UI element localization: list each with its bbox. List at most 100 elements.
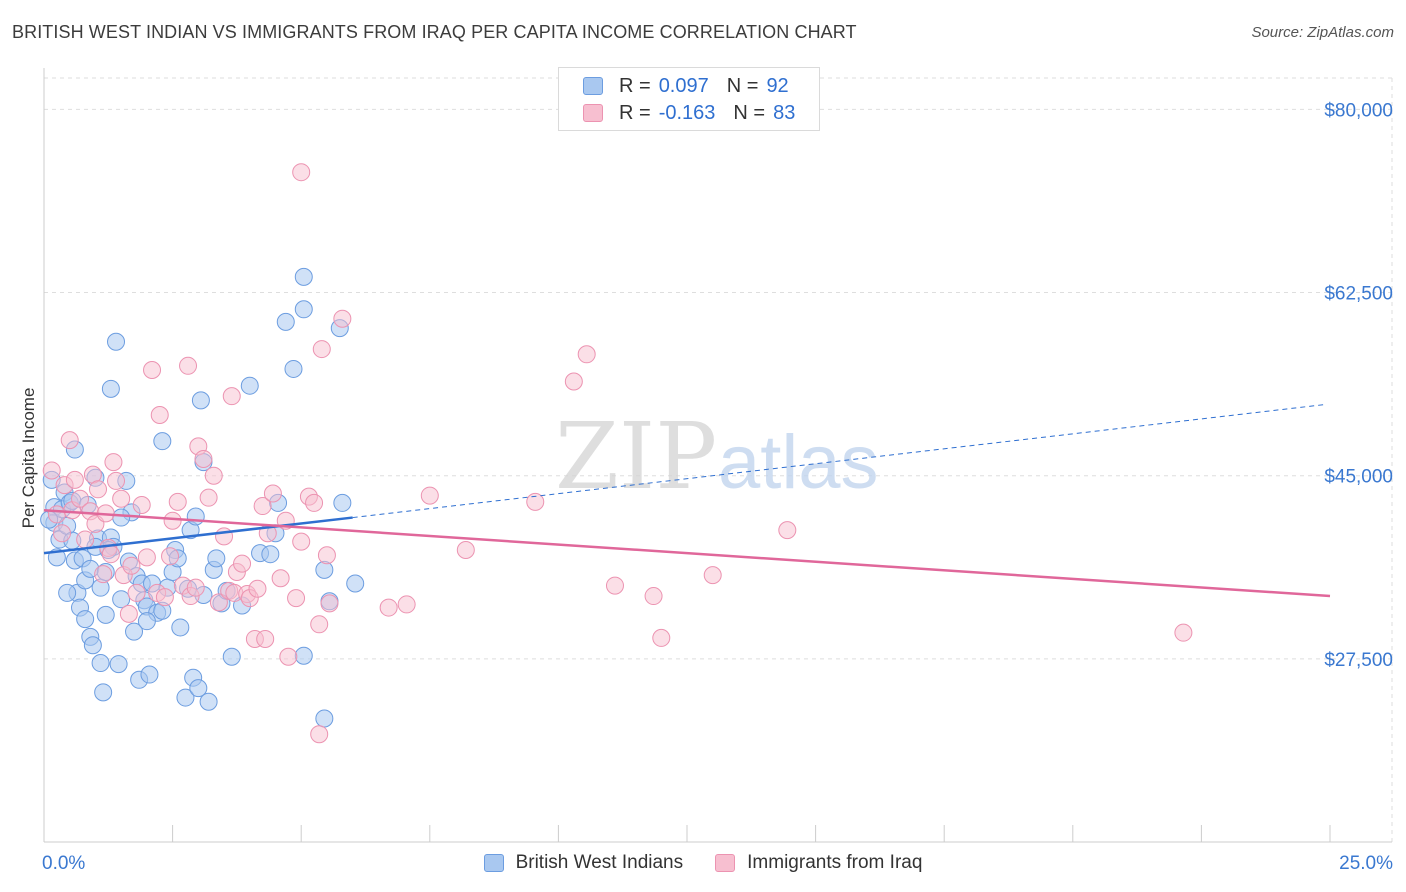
data-point-immigrants-from-iraq [305, 493, 324, 512]
data-point-immigrants-from-iraq [333, 309, 352, 328]
data-point-british-west-indians [276, 312, 295, 331]
data-point-immigrants-from-iraq [143, 360, 162, 379]
data-point-british-west-indians [186, 507, 205, 526]
data-point-immigrants-from-iraq [233, 554, 252, 573]
legend-row-pink: R = -0.163 N = 83 [583, 100, 795, 126]
legend-swatch-pink [715, 854, 736, 872]
data-point-immigrants-from-iraq [1174, 623, 1193, 642]
data-point-immigrants-from-iraq [292, 532, 311, 551]
data-point-immigrants-from-iraq [186, 578, 205, 597]
data-point-british-west-indians [294, 300, 313, 319]
data-point-immigrants-from-iraq [310, 725, 329, 744]
data-point-british-west-indians [91, 654, 110, 673]
data-point-british-west-indians [261, 545, 280, 564]
watermark: ZIP atlas [555, 403, 879, 510]
data-point-immigrants-from-iraq [104, 453, 123, 472]
y-tick-label: $80,000 [1324, 100, 1393, 121]
data-point-immigrants-from-iraq [76, 530, 95, 549]
data-point-immigrants-from-iraq [65, 470, 84, 489]
watermark-atlas: atlas [718, 420, 879, 505]
data-point-british-west-indians [171, 618, 190, 637]
data-point-british-west-indians [58, 583, 77, 602]
data-point-british-west-indians [107, 332, 126, 351]
chart-title: BRITISH WEST INDIAN VS IMMIGRANTS FROM I… [12, 22, 857, 42]
y-tick-label: $62,500 [1324, 284, 1393, 305]
data-point-british-west-indians [76, 610, 95, 629]
data-point-immigrants-from-iraq [107, 471, 126, 490]
data-point-immigrants-from-iraq [420, 486, 439, 505]
data-point-immigrants-from-iraq [287, 589, 306, 608]
axes [43, 68, 1392, 843]
data-point-british-west-indians [140, 665, 159, 684]
legend-item-immigrants-from-iraq: Immigrants from Iraq [715, 852, 922, 874]
trend-line-extension-british-west-indians [352, 404, 1325, 519]
legend-item-british-west-indians: British West Indians [483, 852, 683, 874]
data-point-immigrants-from-iraq [101, 545, 120, 564]
data-point-british-west-indians [294, 267, 313, 286]
data-point-immigrants-from-iraq [127, 583, 146, 602]
data-point-immigrants-from-iraq [89, 480, 108, 499]
data-point-immigrants-from-iraq [199, 488, 218, 507]
data-point-immigrants-from-iraq [292, 163, 311, 182]
data-point-immigrants-from-iraq [271, 569, 290, 588]
data-point-immigrants-from-iraq [605, 576, 624, 595]
data-point-immigrants-from-iraq [253, 497, 272, 516]
x-tick-label-min: 0.0% [42, 853, 85, 874]
data-point-british-west-indians [199, 692, 218, 711]
data-point-immigrants-from-iraq [119, 604, 138, 623]
data-point-british-west-indians [101, 379, 120, 398]
legend-r-value: 0.097 [658, 74, 709, 97]
legend-r-label: R = [619, 101, 651, 124]
data-point-immigrants-from-iraq [703, 566, 722, 585]
data-point-british-west-indians [207, 549, 226, 568]
legend-swatch-blue [583, 77, 603, 95]
data-point-immigrants-from-iraq [564, 372, 583, 391]
data-point-immigrants-from-iraq [42, 461, 61, 480]
data-point-british-west-indians [346, 574, 365, 593]
data-point-british-west-indians [109, 655, 128, 674]
data-point-immigrants-from-iraq [168, 492, 187, 511]
legend-r-label: R = [619, 74, 651, 97]
legend-r-value: -0.163 [658, 101, 716, 124]
data-point-immigrants-from-iraq [397, 595, 416, 614]
data-point-immigrants-from-iraq [163, 511, 182, 530]
data-point-immigrants-from-iraq [112, 489, 131, 508]
data-point-immigrants-from-iraq [155, 588, 174, 607]
data-point-british-west-indians [94, 683, 113, 702]
data-point-british-west-indians [112, 508, 131, 527]
data-point-immigrants-from-iraq [263, 484, 282, 503]
data-point-immigrants-from-iraq [312, 340, 331, 359]
data-point-immigrants-from-iraq [47, 505, 66, 524]
data-point-british-west-indians [294, 646, 313, 665]
trend-line-immigrants-from-iraq [43, 508, 1331, 598]
legend-label: Immigrants from Iraq [747, 852, 923, 873]
data-point-immigrants-from-iraq [577, 345, 596, 364]
stats-legend: R = 0.097 N = 92 R = -0.163 N = 83 [558, 67, 820, 131]
legend-n-value: 83 [773, 101, 796, 124]
data-point-immigrants-from-iraq [122, 556, 141, 575]
data-point-british-west-indians [96, 605, 115, 624]
legend-n-label: N = [726, 74, 759, 97]
data-point-immigrants-from-iraq [150, 405, 169, 424]
data-point-british-west-indians [191, 391, 210, 410]
watermark-zip: ZIP [555, 403, 717, 510]
data-point-british-west-indians [315, 709, 334, 728]
x-tick-label-max: 25.0% [1339, 853, 1393, 874]
data-point-immigrants-from-iraq [256, 629, 275, 648]
data-point-immigrants-from-iraq [317, 546, 336, 565]
data-point-immigrants-from-iraq [161, 547, 180, 566]
data-point-immigrants-from-iraq [652, 628, 671, 647]
axis-labels: Per Capita Income $27,500 $45,000 $62,500 $… [19, 100, 1393, 874]
data-point-british-west-indians [125, 622, 144, 641]
data-point-immigrants-from-iraq [644, 587, 663, 606]
data-point-immigrants-from-iraq [71, 489, 90, 508]
data-point-british-west-indians [112, 590, 131, 609]
data-point-british-west-indians [284, 359, 303, 378]
data-point-immigrants-from-iraq [53, 524, 72, 543]
data-point-british-west-indians [222, 647, 241, 666]
legend-row-blue: R = 0.097 N = 92 [583, 73, 789, 99]
data-point-immigrants-from-iraq [320, 594, 339, 613]
legend-swatch-pink [583, 104, 603, 122]
data-point-immigrants-from-iraq [526, 492, 545, 511]
